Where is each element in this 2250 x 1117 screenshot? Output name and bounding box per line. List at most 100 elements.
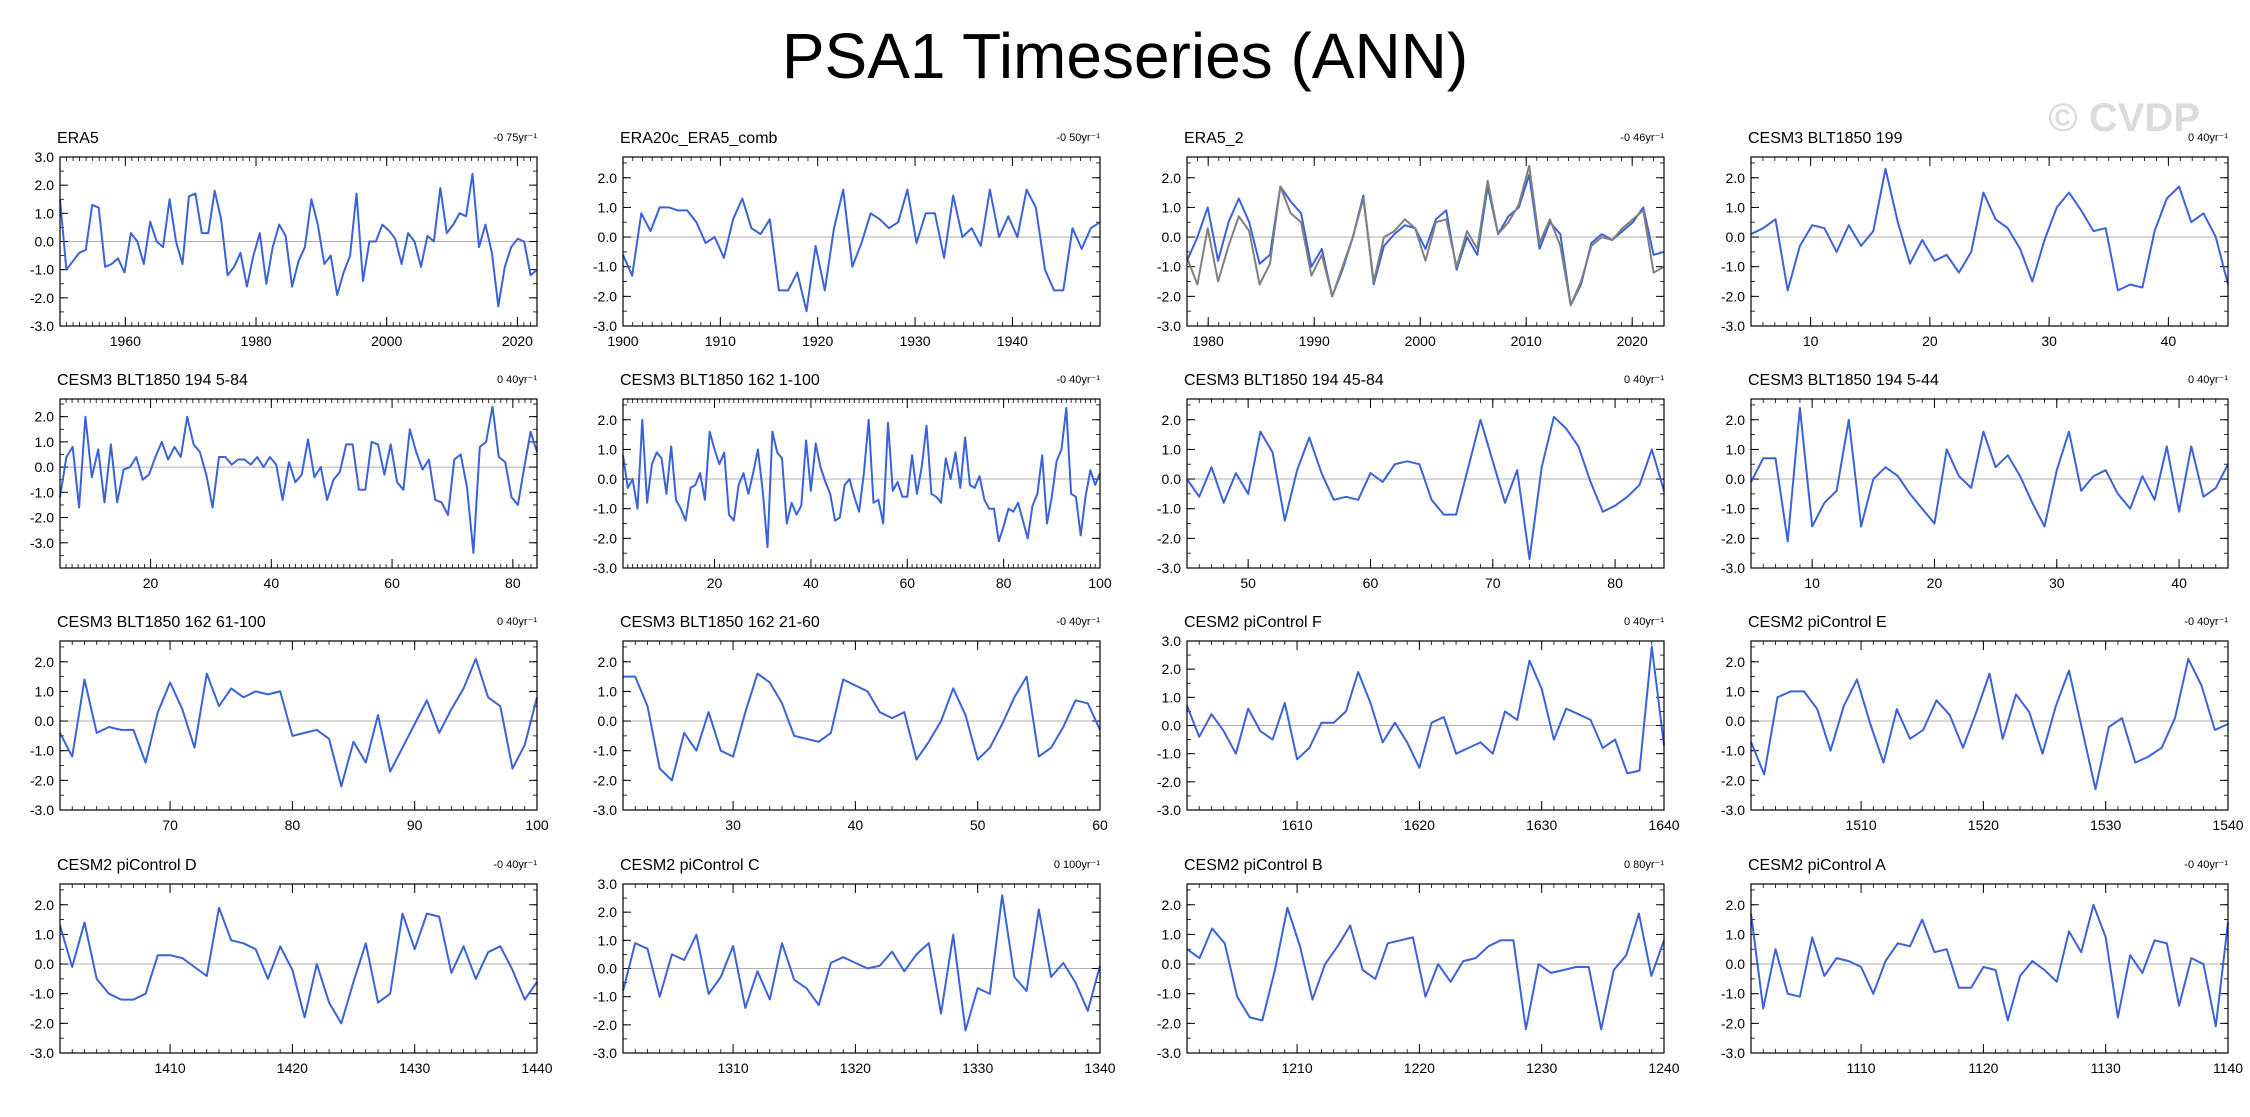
y-tick-label: -2.0 bbox=[1721, 1015, 1745, 1031]
plot-frame bbox=[59, 398, 538, 569]
y-tick-label: -2.0 bbox=[30, 772, 54, 788]
x-tick-label: 1440 bbox=[521, 1060, 552, 1076]
chart-panel: CESM3 BLT1850 162 61-100 0 40yr⁻¹ 70 80 90 10… bbox=[30, 614, 549, 833]
series-line bbox=[59, 657, 538, 788]
x-tick-label: 10 bbox=[1803, 333, 1819, 349]
y-tick-label: -1.0 bbox=[1157, 986, 1181, 1002]
y-tick-label: 1.0 bbox=[598, 932, 618, 948]
x-tick-label: 1110 bbox=[1847, 1060, 1876, 1076]
chart-panel: CESM2 piControl D -0 40yr⁻¹ 1410 1420 1430 14… bbox=[30, 857, 553, 1076]
series-line bbox=[1750, 167, 2229, 292]
chart-panel: CESM2 piControl B 0 80yr⁻¹ 1210 1220 1230 124… bbox=[1157, 857, 1680, 1076]
panel-title: ERA5_2 bbox=[1184, 130, 1244, 147]
y-tick-label: 2.0 bbox=[35, 177, 55, 193]
series-line bbox=[1186, 906, 1665, 1031]
main-title: PSA1 Timeseries (ANN) bbox=[781, 20, 1469, 92]
x-tick-label: 1520 bbox=[1968, 817, 1999, 833]
trend-label: 0 80yr⁻¹ bbox=[1624, 859, 1664, 871]
panel-title: CESM2 piControl B bbox=[1184, 857, 1323, 874]
x-tick-label: 1510 bbox=[1845, 817, 1876, 833]
trend-label: -0 40yr⁻¹ bbox=[2184, 616, 2228, 628]
x-tick-label: 60 bbox=[1363, 575, 1379, 591]
x-tick-label: 2020 bbox=[502, 333, 533, 349]
x-tick-label: 10 bbox=[1804, 575, 1820, 591]
x-tick-label: 60 bbox=[1092, 817, 1108, 833]
series-line bbox=[1186, 415, 1665, 561]
x-tick-label: 1240 bbox=[1648, 1060, 1679, 1076]
panel-title: CESM3 BLT1850 162 61-100 bbox=[57, 614, 266, 631]
x-tick-label: 50 bbox=[970, 817, 986, 833]
x-tick-label: 80 bbox=[1607, 575, 1623, 591]
plot-frame bbox=[622, 398, 1101, 569]
x-tick-label: 1220 bbox=[1404, 1060, 1435, 1076]
trend-label: 0 40yr⁻¹ bbox=[2188, 132, 2228, 144]
x-tick-label: 20 bbox=[1927, 575, 1943, 591]
plot-frame bbox=[59, 883, 538, 1054]
series-line bbox=[1186, 645, 1665, 775]
x-tick-label: 1610 bbox=[1281, 817, 1312, 833]
y-tick-label: -3.0 bbox=[1721, 802, 1745, 818]
x-tick-label: 60 bbox=[899, 575, 915, 591]
x-tick-label: 2020 bbox=[1617, 333, 1648, 349]
x-tick-label: 40 bbox=[264, 575, 280, 591]
series-line bbox=[1186, 173, 1665, 307]
x-tick-label: 90 bbox=[407, 817, 423, 833]
x-tick-label: 30 bbox=[725, 817, 741, 833]
y-tick-label: -2.0 bbox=[1157, 530, 1181, 546]
trend-label: 0 40yr⁻¹ bbox=[1624, 374, 1664, 386]
y-tick-label: 1.0 bbox=[1726, 441, 1746, 457]
y-tick-label: -1.0 bbox=[1157, 259, 1181, 275]
y-tick-label: -2.0 bbox=[30, 1015, 54, 1031]
y-tick-label: -2.0 bbox=[1721, 772, 1745, 788]
x-tick-label: 20 bbox=[143, 575, 159, 591]
y-tick-label: 1.0 bbox=[1726, 683, 1746, 699]
chart-panel: CESM2 piControl E -0 40yr⁻¹ 1510 1520 1530 15… bbox=[1721, 614, 2244, 833]
y-tick-label: -1.0 bbox=[1721, 259, 1745, 275]
x-tick-label: 1320 bbox=[840, 1060, 871, 1076]
y-tick-label: 0.0 bbox=[1162, 718, 1182, 734]
y-tick-label: 0.0 bbox=[1726, 956, 1746, 972]
y-tick-label: 0.0 bbox=[1726, 229, 1746, 245]
y-tick-label: 1.0 bbox=[35, 434, 55, 450]
x-tick-label: 80 bbox=[505, 575, 521, 591]
y-tick-label: -2.0 bbox=[593, 288, 617, 304]
x-tick-label: 1230 bbox=[1526, 1060, 1557, 1076]
y-tick-label: 2.0 bbox=[598, 904, 618, 920]
panel-title: CESM3 BLT1850 162 1-100 bbox=[620, 372, 820, 389]
y-tick-label: -1.0 bbox=[1721, 986, 1745, 1002]
panel-title: CESM2 piControl C bbox=[620, 857, 760, 874]
y-tick-label: 2.0 bbox=[598, 412, 618, 428]
series-line bbox=[622, 894, 1101, 1032]
chart-panel: CESM3 BLT1850 194 5-44 0 40yr⁻¹ 10 20 30 40 2.… bbox=[1721, 372, 2229, 591]
y-tick-label: 2.0 bbox=[35, 897, 55, 913]
y-tick-label: -2.0 bbox=[593, 530, 617, 546]
x-tick-label: 1910 bbox=[705, 333, 736, 349]
trend-label: 0 40yr⁻¹ bbox=[2188, 374, 2228, 386]
y-tick-label: 0.0 bbox=[598, 713, 618, 729]
y-tick-label: -3.0 bbox=[1721, 1045, 1745, 1061]
trend-label: 0 40yr⁻¹ bbox=[1624, 616, 1664, 628]
trend-label: -0 40yr⁻¹ bbox=[1056, 374, 1100, 386]
x-tick-label: 1210 bbox=[1281, 1060, 1312, 1076]
x-tick-label: 40 bbox=[2171, 575, 2187, 591]
panel-title: CESM2 piControl D bbox=[57, 857, 197, 874]
y-tick-label: -1.0 bbox=[593, 501, 617, 517]
y-tick-label: -3.0 bbox=[593, 560, 617, 576]
chart-panel: CESM2 piControl C 0 100yr⁻¹ 1310 1320 1330 13… bbox=[593, 857, 1116, 1076]
x-tick-label: 1920 bbox=[802, 333, 833, 349]
x-tick-label: 1980 bbox=[240, 333, 271, 349]
y-tick-label: 2.0 bbox=[1162, 661, 1182, 677]
series-line bbox=[59, 906, 538, 1025]
y-tick-label: -1.0 bbox=[1721, 501, 1745, 517]
y-tick-label: 0.0 bbox=[1162, 229, 1182, 245]
chart-panel: CESM2 piControl A -0 40yr⁻¹ 1110 1120 1130 11… bbox=[1721, 857, 2243, 1076]
y-tick-label: -3.0 bbox=[1721, 318, 1745, 334]
panel-title: ERA5 bbox=[57, 130, 99, 147]
y-tick-label: 1.0 bbox=[598, 199, 618, 215]
plot-frame bbox=[1750, 398, 2229, 569]
y-tick-label: -1.0 bbox=[1157, 746, 1181, 762]
y-tick-label: 3.0 bbox=[35, 149, 55, 165]
panel-title: CESM2 piControl F bbox=[1184, 614, 1322, 631]
y-tick-label: 2.0 bbox=[1726, 897, 1746, 913]
